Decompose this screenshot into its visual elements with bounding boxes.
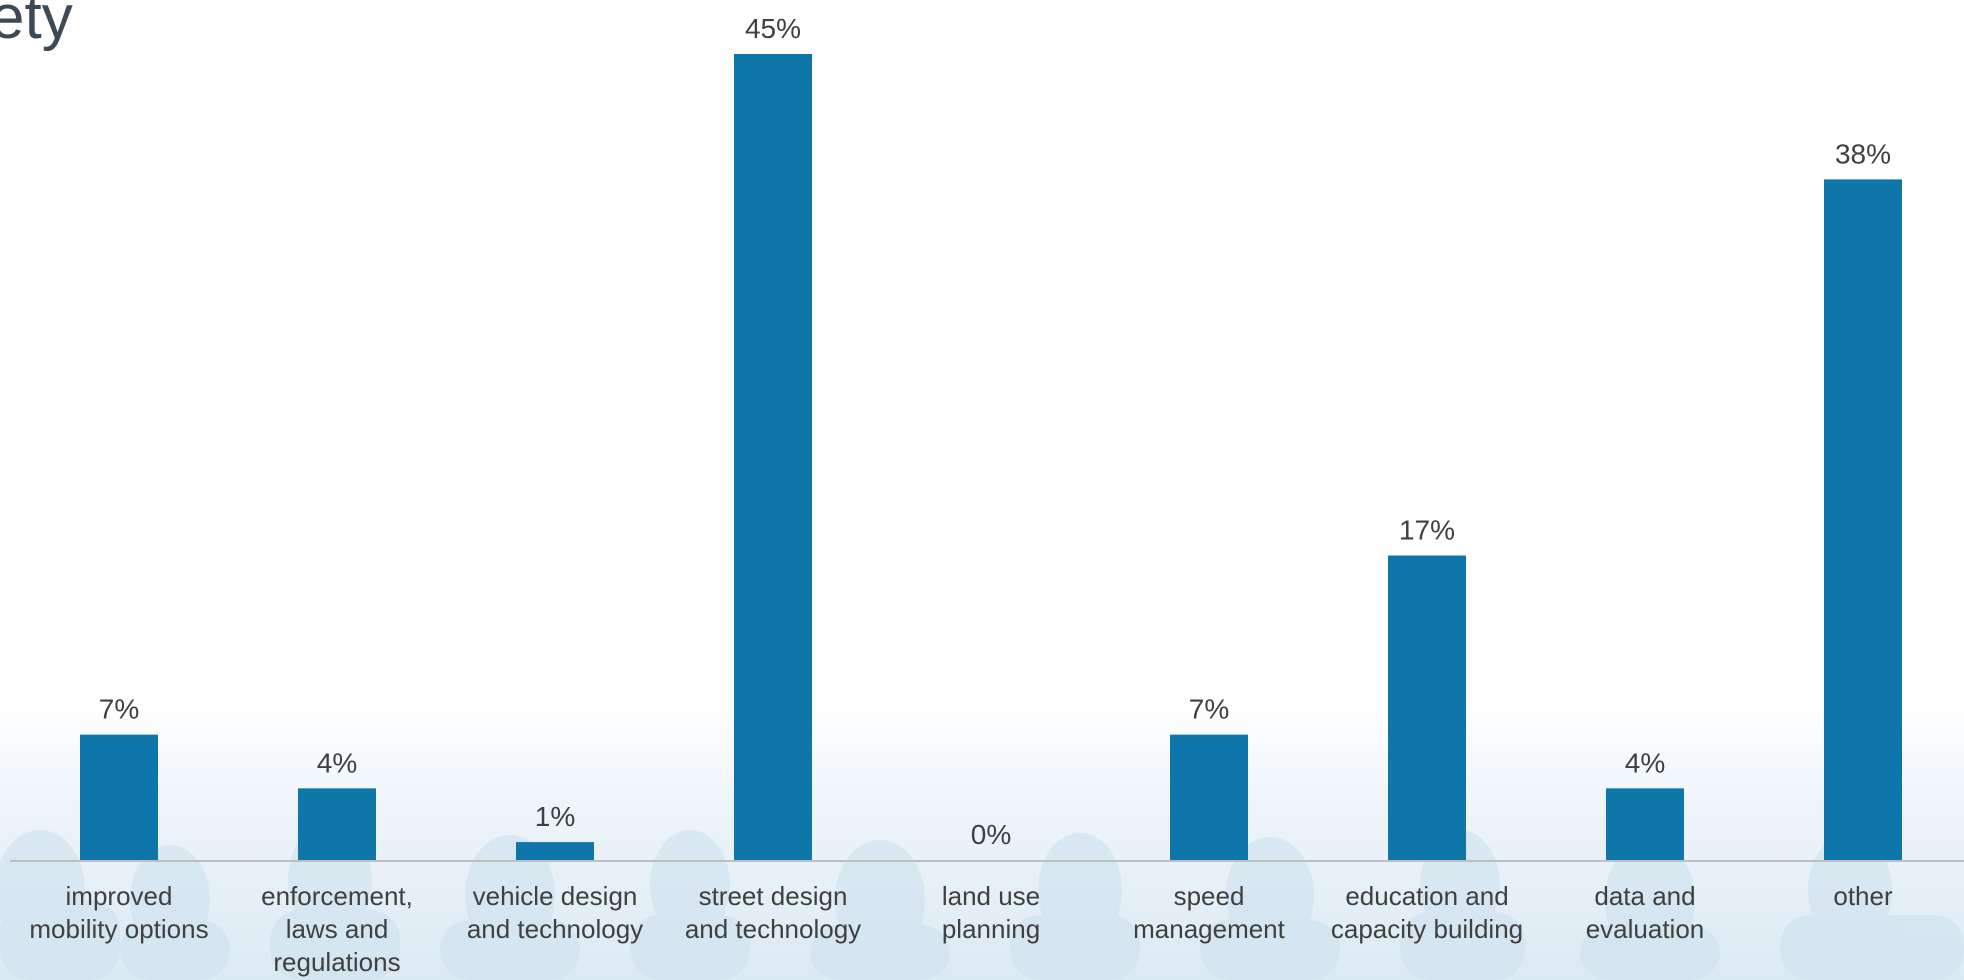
category-label-line: and technology (467, 914, 643, 944)
bar-1 (298, 788, 376, 860)
bar-2 (516, 842, 594, 860)
category-label-6: education and capacity building (1331, 881, 1523, 944)
value-label-4: 0% (971, 819, 1011, 850)
category-label-line: and technology (685, 914, 861, 944)
value-label-1: 4% (317, 747, 357, 778)
category-label-5: speed management (1133, 881, 1286, 944)
category-label-2: vehicle design and technology (467, 881, 643, 944)
category-label-1: enforcement, laws and regulations (261, 881, 413, 977)
value-labels-group: 7% 4% 1% 45% 0% 7% 17% 4% 38% (99, 13, 1891, 850)
bars-group (80, 54, 1902, 860)
bar-8 (1824, 179, 1902, 860)
value-label-0: 7% (99, 694, 139, 725)
category-label-line: capacity building (1331, 914, 1523, 944)
bar-0 (80, 734, 158, 860)
category-labels-group: improved mobility options enforcement, laws… (29, 881, 1893, 977)
category-label-7: data and evaluation (1586, 881, 1705, 944)
value-label-7: 4% (1625, 747, 1665, 778)
value-label-5: 7% (1189, 694, 1229, 725)
category-label-line: mobility options (29, 914, 208, 944)
category-label-0: improved mobility options (29, 881, 208, 944)
category-label-4: land use planning (942, 881, 1040, 944)
category-label-line: education and (1345, 881, 1508, 911)
category-label-line: laws and (286, 914, 389, 944)
value-label-3: 45% (745, 13, 801, 44)
category-label-line: enforcement, (261, 881, 413, 911)
bar-7 (1606, 788, 1684, 860)
category-label-line: speed (1174, 881, 1245, 911)
category-label-line: management (1133, 914, 1286, 944)
category-label-line: improved (66, 881, 173, 911)
page-title: ety (0, 0, 73, 52)
bar-5 (1170, 734, 1248, 860)
category-label-8: other (1833, 881, 1893, 911)
category-label-line: evaluation (1586, 914, 1705, 944)
category-label-line: vehicle design (473, 881, 638, 911)
value-label-2: 1% (535, 801, 575, 832)
bar-3 (734, 54, 812, 860)
category-label-line: other (1833, 881, 1893, 911)
category-label-line: regulations (273, 947, 400, 977)
category-label-line: land use (942, 881, 1040, 911)
value-label-8: 38% (1835, 138, 1891, 169)
category-label-line: street design (699, 881, 848, 911)
category-label-line: planning (942, 914, 1040, 944)
category-label-line: data and (1594, 881, 1695, 911)
category-label-3: street design and technology (685, 881, 861, 944)
value-label-6: 17% (1399, 515, 1455, 546)
bar-6 (1388, 555, 1466, 860)
